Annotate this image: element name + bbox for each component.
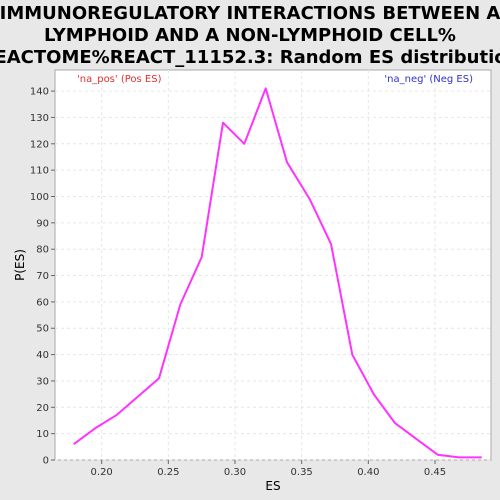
legend-pos-es: 'na_pos' (Pos ES) bbox=[77, 74, 162, 85]
y-tick-label: 70 bbox=[36, 271, 49, 282]
x-tick-label: 0.40 bbox=[357, 467, 379, 478]
y-tick-label: 60 bbox=[36, 297, 49, 308]
legend-neg-es: 'na_neg' (Neg ES) bbox=[384, 74, 473, 85]
y-axis: 0 10 20 30 40 50 60 70 80 90 100 110 120 130 140 bbox=[30, 87, 55, 467]
x-tick-label: 0.25 bbox=[157, 467, 179, 478]
y-tick-label: 100 bbox=[30, 192, 49, 203]
x-axis-label: ES bbox=[265, 479, 280, 493]
y-tick-label: 80 bbox=[36, 245, 49, 256]
grid-lines bbox=[55, 70, 491, 461]
y-tick-label: 40 bbox=[36, 350, 49, 361]
x-tick-label: 0.45 bbox=[424, 467, 446, 478]
y-tick-label: 130 bbox=[30, 113, 49, 124]
y-tick-label: 120 bbox=[30, 139, 49, 150]
x-tick-label: 0.20 bbox=[91, 467, 113, 478]
y-axis-label: P(ES) bbox=[13, 249, 27, 281]
x-tick-label: 0.35 bbox=[291, 467, 313, 478]
y-tick-label: 10 bbox=[36, 429, 49, 440]
series-group bbox=[73, 87, 482, 459]
chart-title-line: REACTOME%REACT_11152.3: Random ES distri… bbox=[0, 47, 500, 68]
y-tick-label: 50 bbox=[36, 324, 49, 335]
y-tick-label: 90 bbox=[36, 218, 49, 229]
chart-title-line: IMMUNOREGULATORY INTERACTIONS BETWEEN A bbox=[0, 3, 500, 24]
plot-area bbox=[54, 69, 492, 461]
y-tick-label: 110 bbox=[30, 166, 49, 177]
y-tick-label: 140 bbox=[30, 87, 49, 98]
chart-title: IMMUNOREGULATORY INTERACTIONS BETWEEN AL… bbox=[0, 3, 500, 68]
x-axis: 0.20 0.25 0.30 0.35 0.40 0.45 bbox=[91, 460, 446, 478]
y-tick-label: 0 bbox=[43, 456, 49, 467]
legend: 'na_pos' (Pos ES) 'na_neg' (Neg ES) bbox=[77, 74, 473, 85]
series-line bbox=[73, 87, 482, 459]
x-tick-label: 0.30 bbox=[224, 467, 246, 478]
chart-title-line: LYMPHOID AND A NON-LYMPHOID CELL% bbox=[44, 25, 456, 46]
y-tick-label: 20 bbox=[36, 403, 49, 414]
y-tick-label: 30 bbox=[36, 376, 49, 387]
